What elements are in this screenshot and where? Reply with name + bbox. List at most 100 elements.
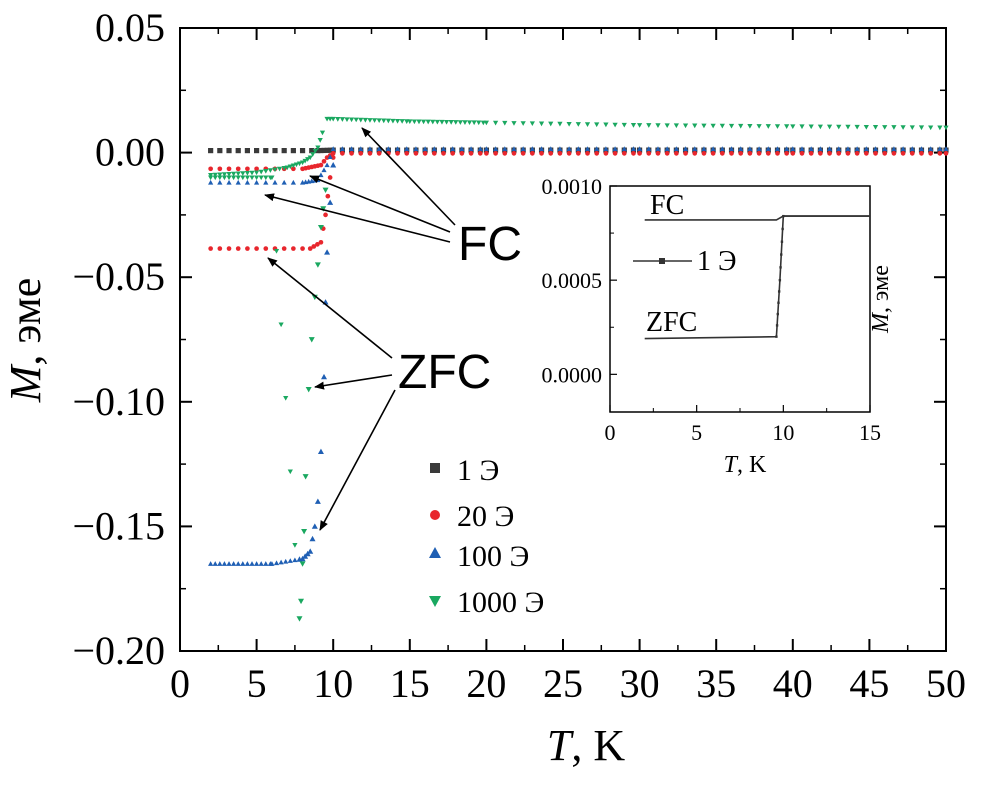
data-point <box>217 148 223 154</box>
data-point <box>325 193 331 199</box>
data-point <box>221 175 228 181</box>
data-point <box>818 151 823 156</box>
data-point <box>603 151 609 156</box>
data-point <box>240 171 246 176</box>
data-point <box>302 474 309 480</box>
inset-point <box>777 301 780 304</box>
inset-series-zfc <box>644 214 870 340</box>
legend-marker-3 <box>429 547 441 558</box>
inset-y-tick-label: 0.0010 <box>542 174 603 199</box>
data-point <box>439 119 445 125</box>
data-point <box>212 172 218 178</box>
data-point <box>244 179 251 185</box>
data-point <box>221 172 228 177</box>
data-point <box>310 152 316 157</box>
data-point <box>309 148 315 154</box>
data-point <box>882 125 888 130</box>
data-point <box>502 120 508 126</box>
data-point <box>790 124 796 130</box>
data-point <box>682 146 689 151</box>
data-point <box>891 146 897 151</box>
data-point <box>217 175 223 181</box>
data-point <box>315 145 321 151</box>
data-point <box>655 151 661 156</box>
data-point <box>664 123 670 129</box>
data-point <box>305 386 312 393</box>
data-point <box>450 151 456 156</box>
data-point <box>301 528 308 535</box>
legend-marker-4 <box>429 596 441 607</box>
data-point <box>315 242 320 247</box>
data-point <box>826 146 833 151</box>
data-point <box>319 130 326 136</box>
data-point <box>566 146 572 151</box>
data-point <box>381 118 387 124</box>
inset-y-tick-label: 0.0005 <box>542 268 603 293</box>
zfc-arrow-1000 <box>314 374 393 390</box>
x-tick-label: 30 <box>620 661 660 706</box>
data-point <box>719 151 725 156</box>
data-point <box>450 146 456 151</box>
data-point <box>701 123 707 129</box>
data-point <box>655 146 661 151</box>
data-point <box>267 168 273 173</box>
data-point <box>637 123 643 128</box>
x-tick-label: 45 <box>849 661 889 706</box>
data-point <box>330 146 336 151</box>
data-point <box>321 167 327 173</box>
data-point <box>358 151 364 156</box>
data-point <box>557 151 563 156</box>
data-point <box>290 163 296 169</box>
data-point <box>719 146 725 151</box>
data-point <box>208 148 214 154</box>
data-point <box>263 561 269 566</box>
data-point <box>272 167 278 173</box>
data-point <box>765 146 771 151</box>
data-point <box>872 125 879 130</box>
data-point <box>621 151 627 156</box>
data-point <box>937 125 943 131</box>
inset-point <box>775 324 779 327</box>
data-point <box>462 120 468 125</box>
data-point <box>459 151 465 156</box>
data-point <box>575 151 581 156</box>
data-point <box>335 117 341 122</box>
data-point <box>254 246 259 251</box>
data-point <box>318 239 324 245</box>
x-tick-label: 0 <box>170 661 190 706</box>
data-point <box>817 124 823 130</box>
y-tick-label: 0.05 <box>95 5 165 50</box>
data-point <box>376 151 382 156</box>
data-point <box>918 125 925 131</box>
data-point <box>394 118 401 124</box>
data-point <box>538 121 545 127</box>
data-point <box>226 246 232 251</box>
data-point <box>318 147 324 154</box>
data-point <box>683 151 688 156</box>
legend-label-1: 1 Э <box>457 454 499 487</box>
data-point <box>217 561 223 566</box>
data-point <box>827 151 832 156</box>
data-point <box>728 146 735 151</box>
data-point <box>292 557 298 563</box>
data-point <box>321 158 327 164</box>
data-point <box>765 124 771 129</box>
data-point <box>287 558 293 563</box>
data-point <box>413 151 419 156</box>
data-point <box>557 121 563 127</box>
data-point <box>520 146 526 151</box>
data-point <box>240 561 246 566</box>
data-point <box>281 246 287 251</box>
data-point <box>646 146 652 151</box>
zfc-arrow-20 <box>267 257 393 359</box>
data-point <box>918 146 925 151</box>
data-point <box>323 212 328 218</box>
data-point <box>502 146 508 151</box>
data-point <box>212 175 218 181</box>
data-point <box>298 598 305 605</box>
inset-point <box>775 335 778 338</box>
data-point <box>603 122 609 128</box>
data-point <box>943 125 949 131</box>
data-point <box>422 151 428 156</box>
data-point <box>673 123 679 129</box>
